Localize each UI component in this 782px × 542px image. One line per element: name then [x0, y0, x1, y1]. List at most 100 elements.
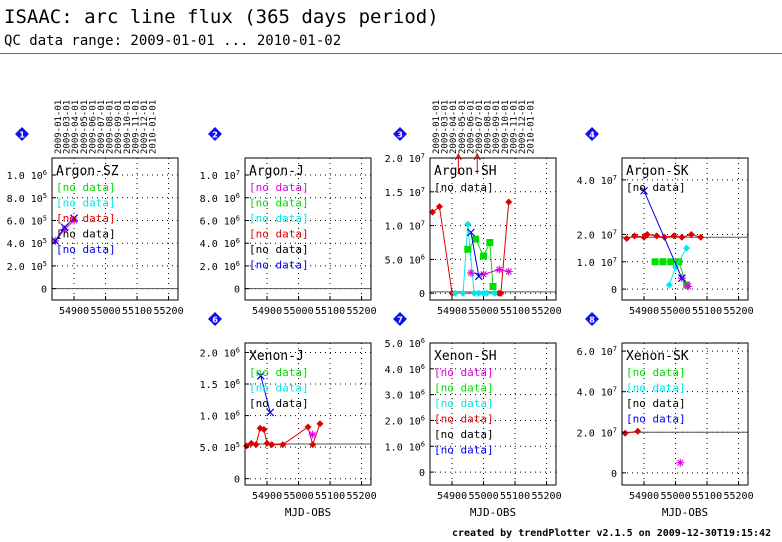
- legend-entry: [no data]: [249, 181, 309, 194]
- series-1: [451, 220, 499, 297]
- data-point: [505, 198, 513, 206]
- chart-panel-7: 54900 55000 55100 55200 0 1.0 106 2.0 106 3.0 1…: [385, 312, 562, 519]
- x-tick-label: 55200: [346, 491, 376, 502]
- data-point: [684, 282, 693, 291]
- legend-entry: [no data]: [249, 259, 309, 272]
- y-tick-label: 0: [611, 285, 617, 296]
- data-point: [653, 232, 661, 240]
- y-tick-label: 4.0 106: [385, 363, 425, 376]
- panel-badge-number: 2: [212, 131, 218, 140]
- top-date-label: 2009-11-01: [509, 100, 519, 154]
- legend-entry: [no data]: [626, 413, 686, 426]
- top-date-label: 2009-05-01: [80, 100, 90, 154]
- data-point: [670, 232, 678, 240]
- y-tick-label: 0: [41, 285, 47, 296]
- series-1: [676, 458, 685, 467]
- x-tick-label: 55000: [90, 306, 120, 317]
- x-tick-label: 55200: [531, 491, 561, 502]
- legend-entry: [no data]: [626, 382, 686, 395]
- data-point: [266, 408, 275, 417]
- star-stroke: [309, 431, 316, 438]
- data-point: [667, 258, 675, 266]
- x-stroke: [256, 371, 265, 380]
- top-date-label: 2009-04-01: [71, 100, 81, 154]
- page-title: ISAAC: arc line flux (365 days period): [4, 6, 439, 28]
- data-point: [470, 289, 478, 297]
- data-point: [60, 223, 69, 232]
- data-point: [486, 239, 494, 247]
- data-point: [672, 263, 680, 271]
- y-tick-label: 0: [419, 468, 425, 479]
- series-line: [470, 269, 509, 275]
- legend-entry: [no data]: [434, 382, 494, 395]
- data-point: [659, 258, 667, 266]
- x-stroke: [474, 272, 483, 281]
- x-axis-label: MJD-OBS: [470, 506, 516, 519]
- series-line: [260, 375, 271, 413]
- y-tick-label: 1.0 107: [200, 169, 240, 182]
- star-stroke: [70, 217, 78, 224]
- x-tick-label: 55200: [153, 306, 183, 317]
- y-tick-label: 0: [419, 289, 425, 300]
- top-date-label: 2009-09-01: [492, 100, 502, 154]
- x-stroke: [467, 228, 475, 237]
- chart-panel-6: 54900 55000 55100 55200 0 5.0 105 1.0 106 1.5 1…: [200, 312, 377, 519]
- x-tick-label: 55000: [468, 306, 498, 317]
- top-date-label: 2009-06-01: [466, 100, 476, 154]
- y-tick-label: 4.0 105: [7, 237, 47, 250]
- series-0: [243, 420, 324, 450]
- top-date-axis: 2009-01-012009-03-012009-04-012009-05-01…: [432, 100, 537, 154]
- top-date-label: 2010-01-01: [149, 100, 159, 154]
- panel-badge: [393, 312, 407, 326]
- data-point: [497, 289, 505, 297]
- y-tick-label: 2.0 106: [385, 414, 425, 427]
- plot-frame: [244, 157, 372, 301]
- y-tick-label: 0: [234, 475, 240, 486]
- legend-entry: [no data]: [249, 397, 309, 410]
- top-date-label: 2009-10-01: [501, 100, 511, 154]
- grid: [245, 343, 371, 485]
- data-point: [459, 289, 467, 297]
- data-point: [451, 289, 459, 297]
- top-date-axis: 2009-01-012009-03-012009-04-012009-05-01…: [54, 100, 159, 154]
- y-tick-label: 1.0 107: [577, 256, 617, 269]
- top-date-label: 2009-10-01: [123, 100, 133, 154]
- series-2: [308, 430, 317, 439]
- panel-title: Argon-SH: [434, 164, 497, 179]
- star-stroke: [677, 459, 684, 466]
- data-point: [483, 289, 491, 297]
- series-line: [626, 233, 701, 240]
- series-line: [643, 190, 683, 279]
- data-point: [491, 289, 499, 297]
- legend-entry: [no data]: [249, 197, 309, 210]
- panel-badge-number: 1: [19, 131, 25, 140]
- data-point: [308, 430, 317, 439]
- y-tick-label: 1.0 106: [7, 169, 47, 182]
- x-stroke: [640, 186, 648, 195]
- data-point: [683, 244, 691, 252]
- y-tick-label: 0: [611, 469, 617, 480]
- x-stroke: [266, 408, 275, 417]
- chart-panel-3: 54900 55000 55100 55200 0 5.0 106 1.0 107 1.5 1…: [385, 100, 562, 317]
- legend-entry: [no data]: [434, 397, 494, 410]
- data-point: [504, 267, 513, 276]
- x-tick-label: 55200: [346, 306, 376, 317]
- data-point: [676, 458, 685, 467]
- series-1: [256, 371, 275, 417]
- legend-entry: [no data]: [56, 181, 116, 194]
- y-tick-label: 5.0 106: [385, 253, 425, 266]
- top-date-label: 2009-08-01: [106, 100, 116, 154]
- panel-badge-number: 7: [397, 316, 403, 325]
- x-tick-label: 54900: [629, 491, 659, 502]
- panel-badge-number: 6: [212, 316, 218, 325]
- y-tick-label: 0: [234, 285, 240, 296]
- data-point: [678, 233, 686, 241]
- y-tick-label: 1.0 107: [385, 220, 425, 233]
- star-stroke: [684, 283, 692, 290]
- y-tick-label: 6.0 105: [7, 214, 47, 227]
- series-0: [621, 427, 642, 437]
- star-stroke: [496, 266, 503, 273]
- top-date-label: 2009-08-01: [484, 100, 494, 154]
- x-tick-label: 55200: [531, 306, 561, 317]
- y-tick-label: 5.0 105: [200, 441, 240, 454]
